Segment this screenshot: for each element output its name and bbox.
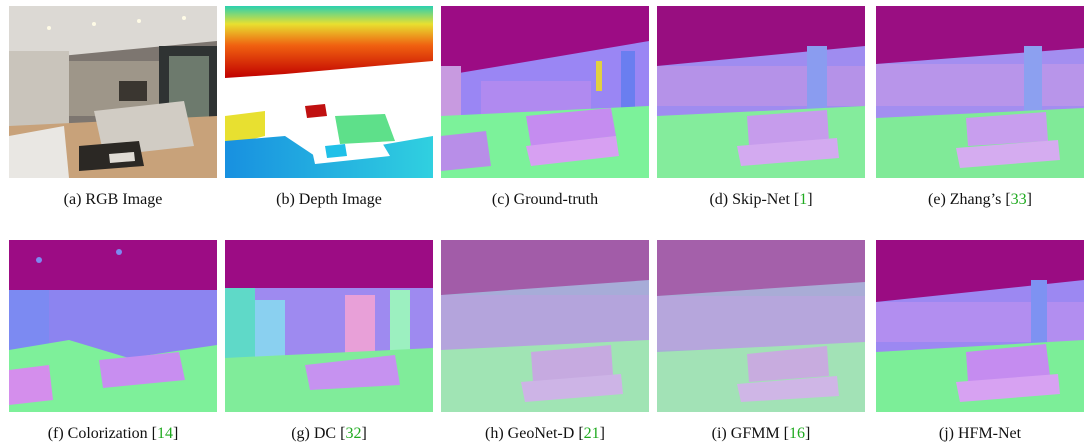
rgb-image-render: [9, 6, 217, 178]
caption-i: (i) GFMM [16]: [711, 425, 811, 442]
panel-j-hfm-net: [876, 240, 1084, 412]
panel-g-dc: [225, 240, 433, 412]
colorization-render: [9, 240, 217, 412]
panel-c-ground-truth: [441, 6, 649, 178]
panel-b-depth-image: [225, 6, 433, 178]
panel-d-skip-net: [657, 6, 865, 178]
caption-c: (c) Ground-truth: [491, 191, 599, 208]
dc-render: [225, 240, 433, 412]
citation-link[interactable]: 32: [345, 425, 362, 442]
geonet-d-render: [441, 240, 649, 412]
panel-a-rgb-image: [9, 6, 217, 178]
caption-b: (b) Depth Image: [276, 191, 382, 208]
depth-image-render: [225, 6, 433, 178]
zhangs-render: [876, 6, 1084, 178]
hfm-net-render: [876, 240, 1084, 412]
panel-h-geonet-d: [441, 240, 649, 412]
citation-link[interactable]: 33: [1010, 191, 1027, 208]
panel-e-zhangs: [876, 6, 1084, 178]
gfmm-render: [657, 240, 865, 412]
caption-j: (j) HFM-Net: [938, 425, 1022, 442]
caption-a: (a) RGB Image: [63, 191, 163, 208]
citation-link[interactable]: 16: [789, 425, 805, 442]
skip-net-render: [657, 6, 865, 178]
caption-f: (f) Colorization [14]: [47, 425, 179, 442]
caption-h: (h) GeoNet-D [21]: [485, 425, 605, 442]
caption-e: (e) Zhang’s [33]: [928, 191, 1032, 208]
ground-truth-render: [441, 6, 649, 178]
citation-link[interactable]: 1: [799, 191, 808, 208]
caption-g: (g) DC [32]: [291, 425, 367, 442]
caption-d: (d) Skip-Net [1]: [709, 191, 813, 208]
panel-i-gfmm: [657, 240, 865, 412]
citation-link[interactable]: 14: [156, 425, 173, 442]
panel-f-colorization: [9, 240, 217, 412]
citation-link[interactable]: 21: [583, 425, 600, 442]
